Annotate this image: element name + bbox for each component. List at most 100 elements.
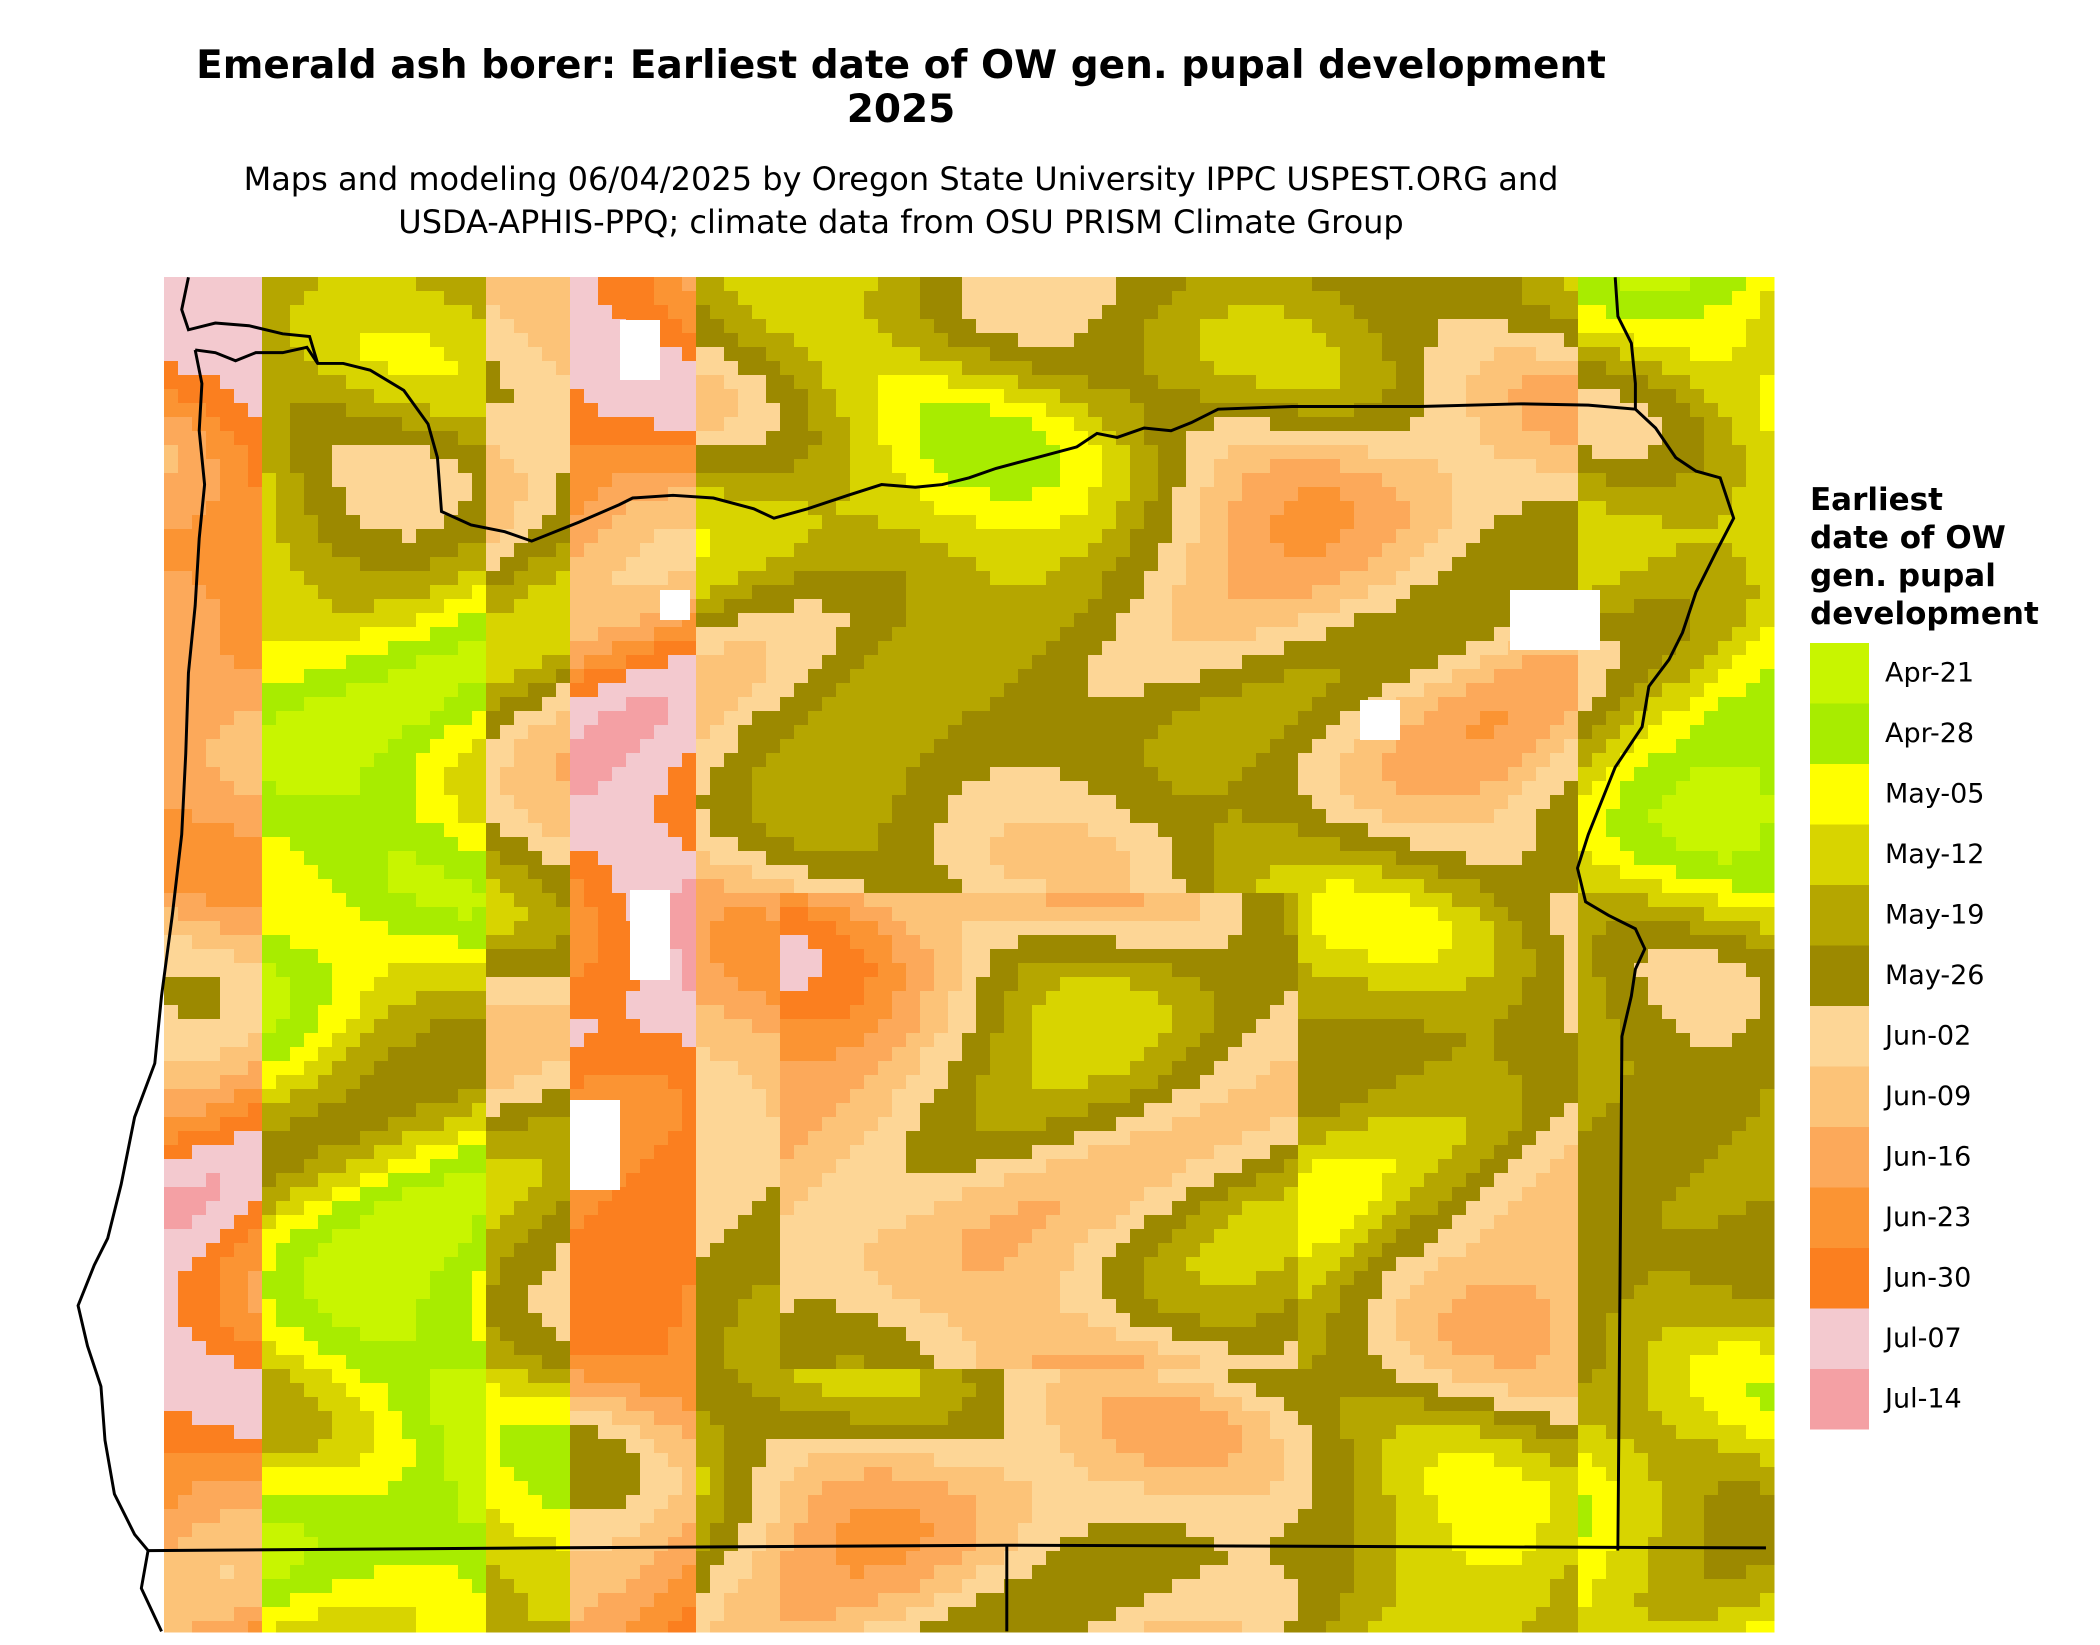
map-cell [276,599,291,614]
map-cell [1452,347,1467,362]
map-cell [654,291,669,306]
map-cell [1004,515,1019,530]
map-cell [220,627,235,642]
map-cell [1158,557,1173,572]
map-cell [164,277,179,292]
map-cell [1172,599,1187,614]
map-cell [976,837,991,852]
map-cell [1494,781,1509,796]
map-cell [1550,655,1565,670]
map-cell [1648,865,1663,880]
map-cell [318,585,333,600]
map-cell [1158,501,1173,516]
map-cell [374,417,389,432]
map-cell [1074,543,1089,558]
map-cell [570,753,585,768]
map-cell [318,683,333,698]
map-cell [598,599,613,614]
map-cell [360,305,375,320]
map-cell [1690,473,1705,488]
map-cell [948,725,963,740]
map-cell [682,529,697,544]
map-cell [1172,389,1187,404]
map-cell [192,683,207,698]
map-cell [1102,767,1117,782]
map-cell [500,515,515,530]
map-cell [1480,515,1495,530]
map-cell [766,781,781,796]
map-cell [374,711,389,726]
map-cell [1004,753,1019,768]
map-cell [696,739,711,754]
map-cell [290,529,305,544]
map-cell [570,291,585,306]
map-cell [1760,319,1775,334]
map-cell [346,319,361,334]
map-cell [668,291,683,306]
map-cell [640,823,655,838]
map-cell [1648,571,1663,586]
map-cell [1564,305,1579,320]
map-cell [1270,557,1285,572]
map-cell [570,725,585,740]
map-cell [1634,529,1649,544]
map-cell [962,599,977,614]
map-cell [1130,305,1145,320]
map-cell [682,375,697,390]
map-cell [472,781,487,796]
map-cell [1256,487,1271,502]
map-cell [990,627,1005,642]
map-cell [234,501,249,516]
map-cell [1214,739,1229,754]
map-cell [584,865,599,880]
map-cell [1410,557,1425,572]
map-cell [1172,515,1187,530]
map-cell [332,781,347,796]
map-cell [304,879,319,894]
map-cell [780,291,795,306]
map-cell [1340,571,1355,586]
map-cell [808,375,823,390]
map-cell [1046,851,1061,866]
map-cell [1130,739,1145,754]
map-cell [724,837,739,852]
map-cell [164,333,179,348]
map-cell [1186,361,1201,376]
map-cell [864,865,879,880]
map-cell [1312,375,1327,390]
map-cell [1018,361,1033,376]
map-cell [738,795,753,810]
map-cell [990,347,1005,362]
map-cell [1522,809,1537,824]
map-cell [1172,613,1187,628]
map-cell [612,739,627,754]
map-cell [1522,291,1537,306]
map-cell [1746,795,1761,810]
map-cell [318,515,333,530]
map-cell [472,473,487,488]
map-cell [906,543,921,558]
map-cell [1368,641,1383,656]
map-cell [164,781,179,796]
map-cell [1158,431,1173,446]
map-cell [1158,473,1173,488]
map-cell [1074,753,1089,768]
map-cell [738,487,753,502]
map-cell [710,879,725,894]
map-cell [304,529,319,544]
map-cell [766,347,781,362]
map-cell [1718,599,1733,614]
map-cell [528,739,543,754]
map-cell [1340,837,1355,852]
map-cell [178,445,193,460]
map-cell [220,431,235,446]
map-cell [738,767,753,782]
map-cell [654,767,669,782]
map-cell [1522,389,1537,404]
map-cell [682,739,697,754]
map-cell [514,277,529,292]
map-cell [1018,543,1033,558]
map-cell [542,333,557,348]
map-cell [808,291,823,306]
map-cell [738,739,753,754]
